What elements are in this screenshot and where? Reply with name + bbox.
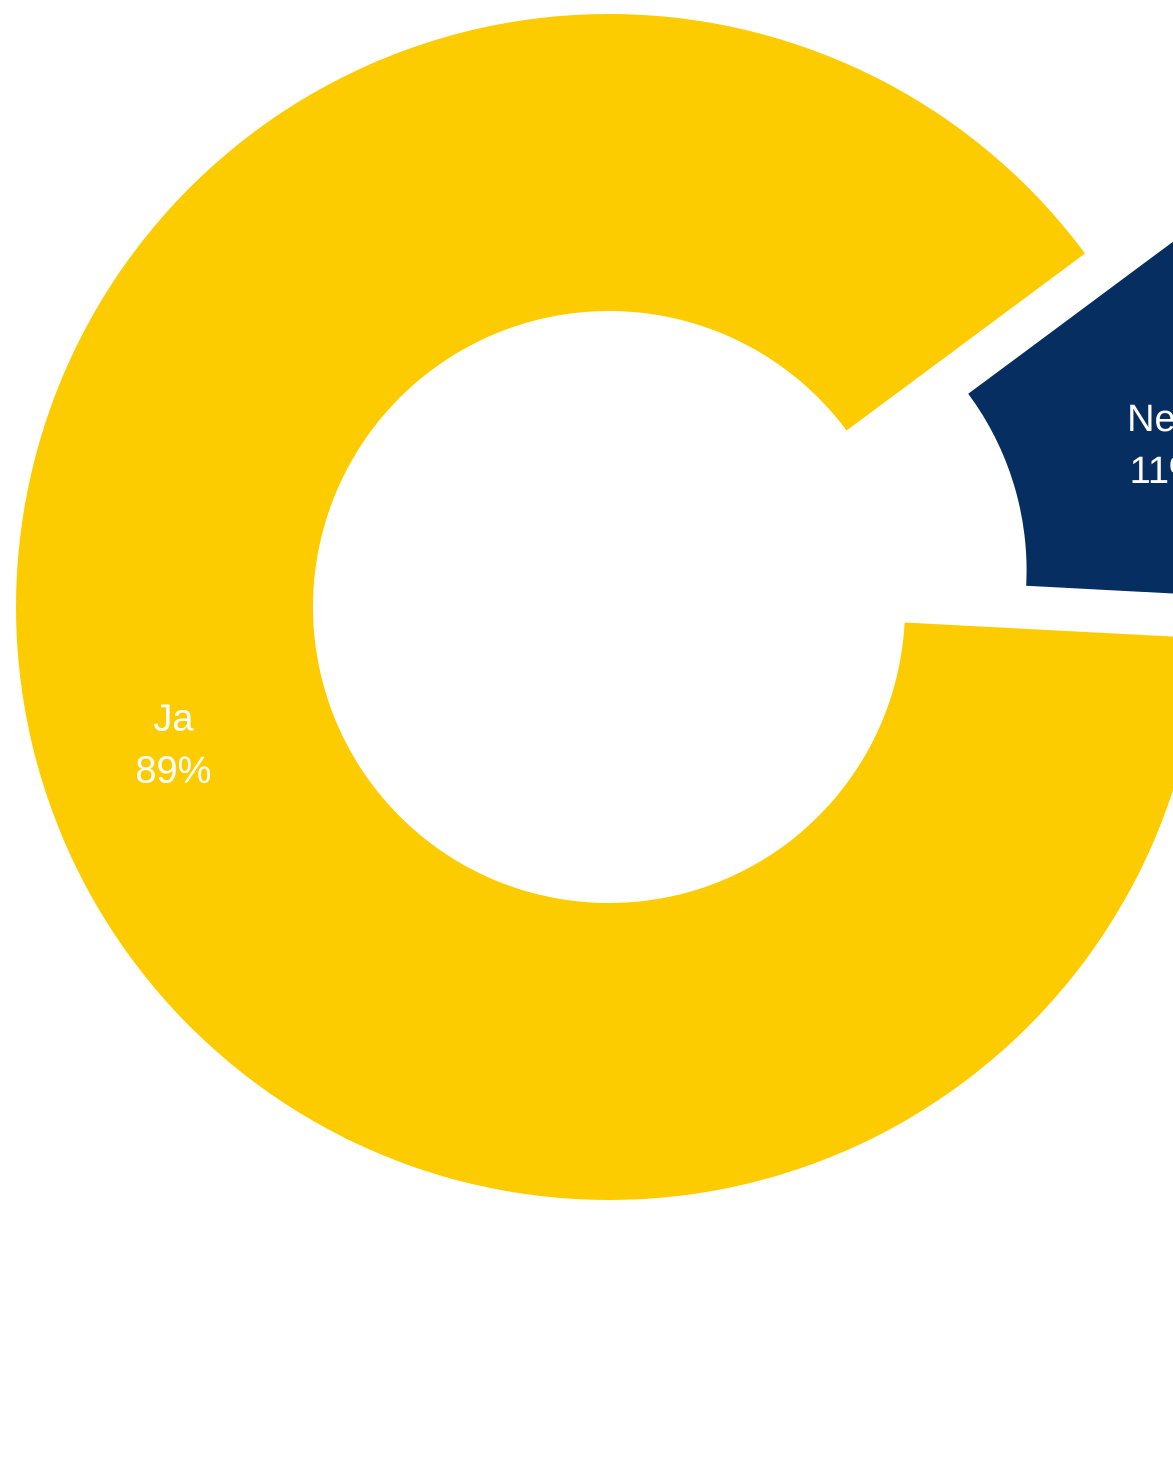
slice-label-ja: Ja 89% [135,698,211,792]
slices-layer [16,14,1173,1200]
labels-layer: Ja 89% Nein 11% [135,398,1173,792]
slice-category-ja: Ja [153,698,194,740]
slice-ja [16,14,1173,1200]
slice-nein [968,241,1173,594]
slice-category-nein: Nein [1127,398,1173,440]
slice-value-ja: 89% [135,750,211,792]
slice-value-nein: 11% [1130,450,1173,492]
slice-label-nein: Nein 11% [1127,398,1173,492]
